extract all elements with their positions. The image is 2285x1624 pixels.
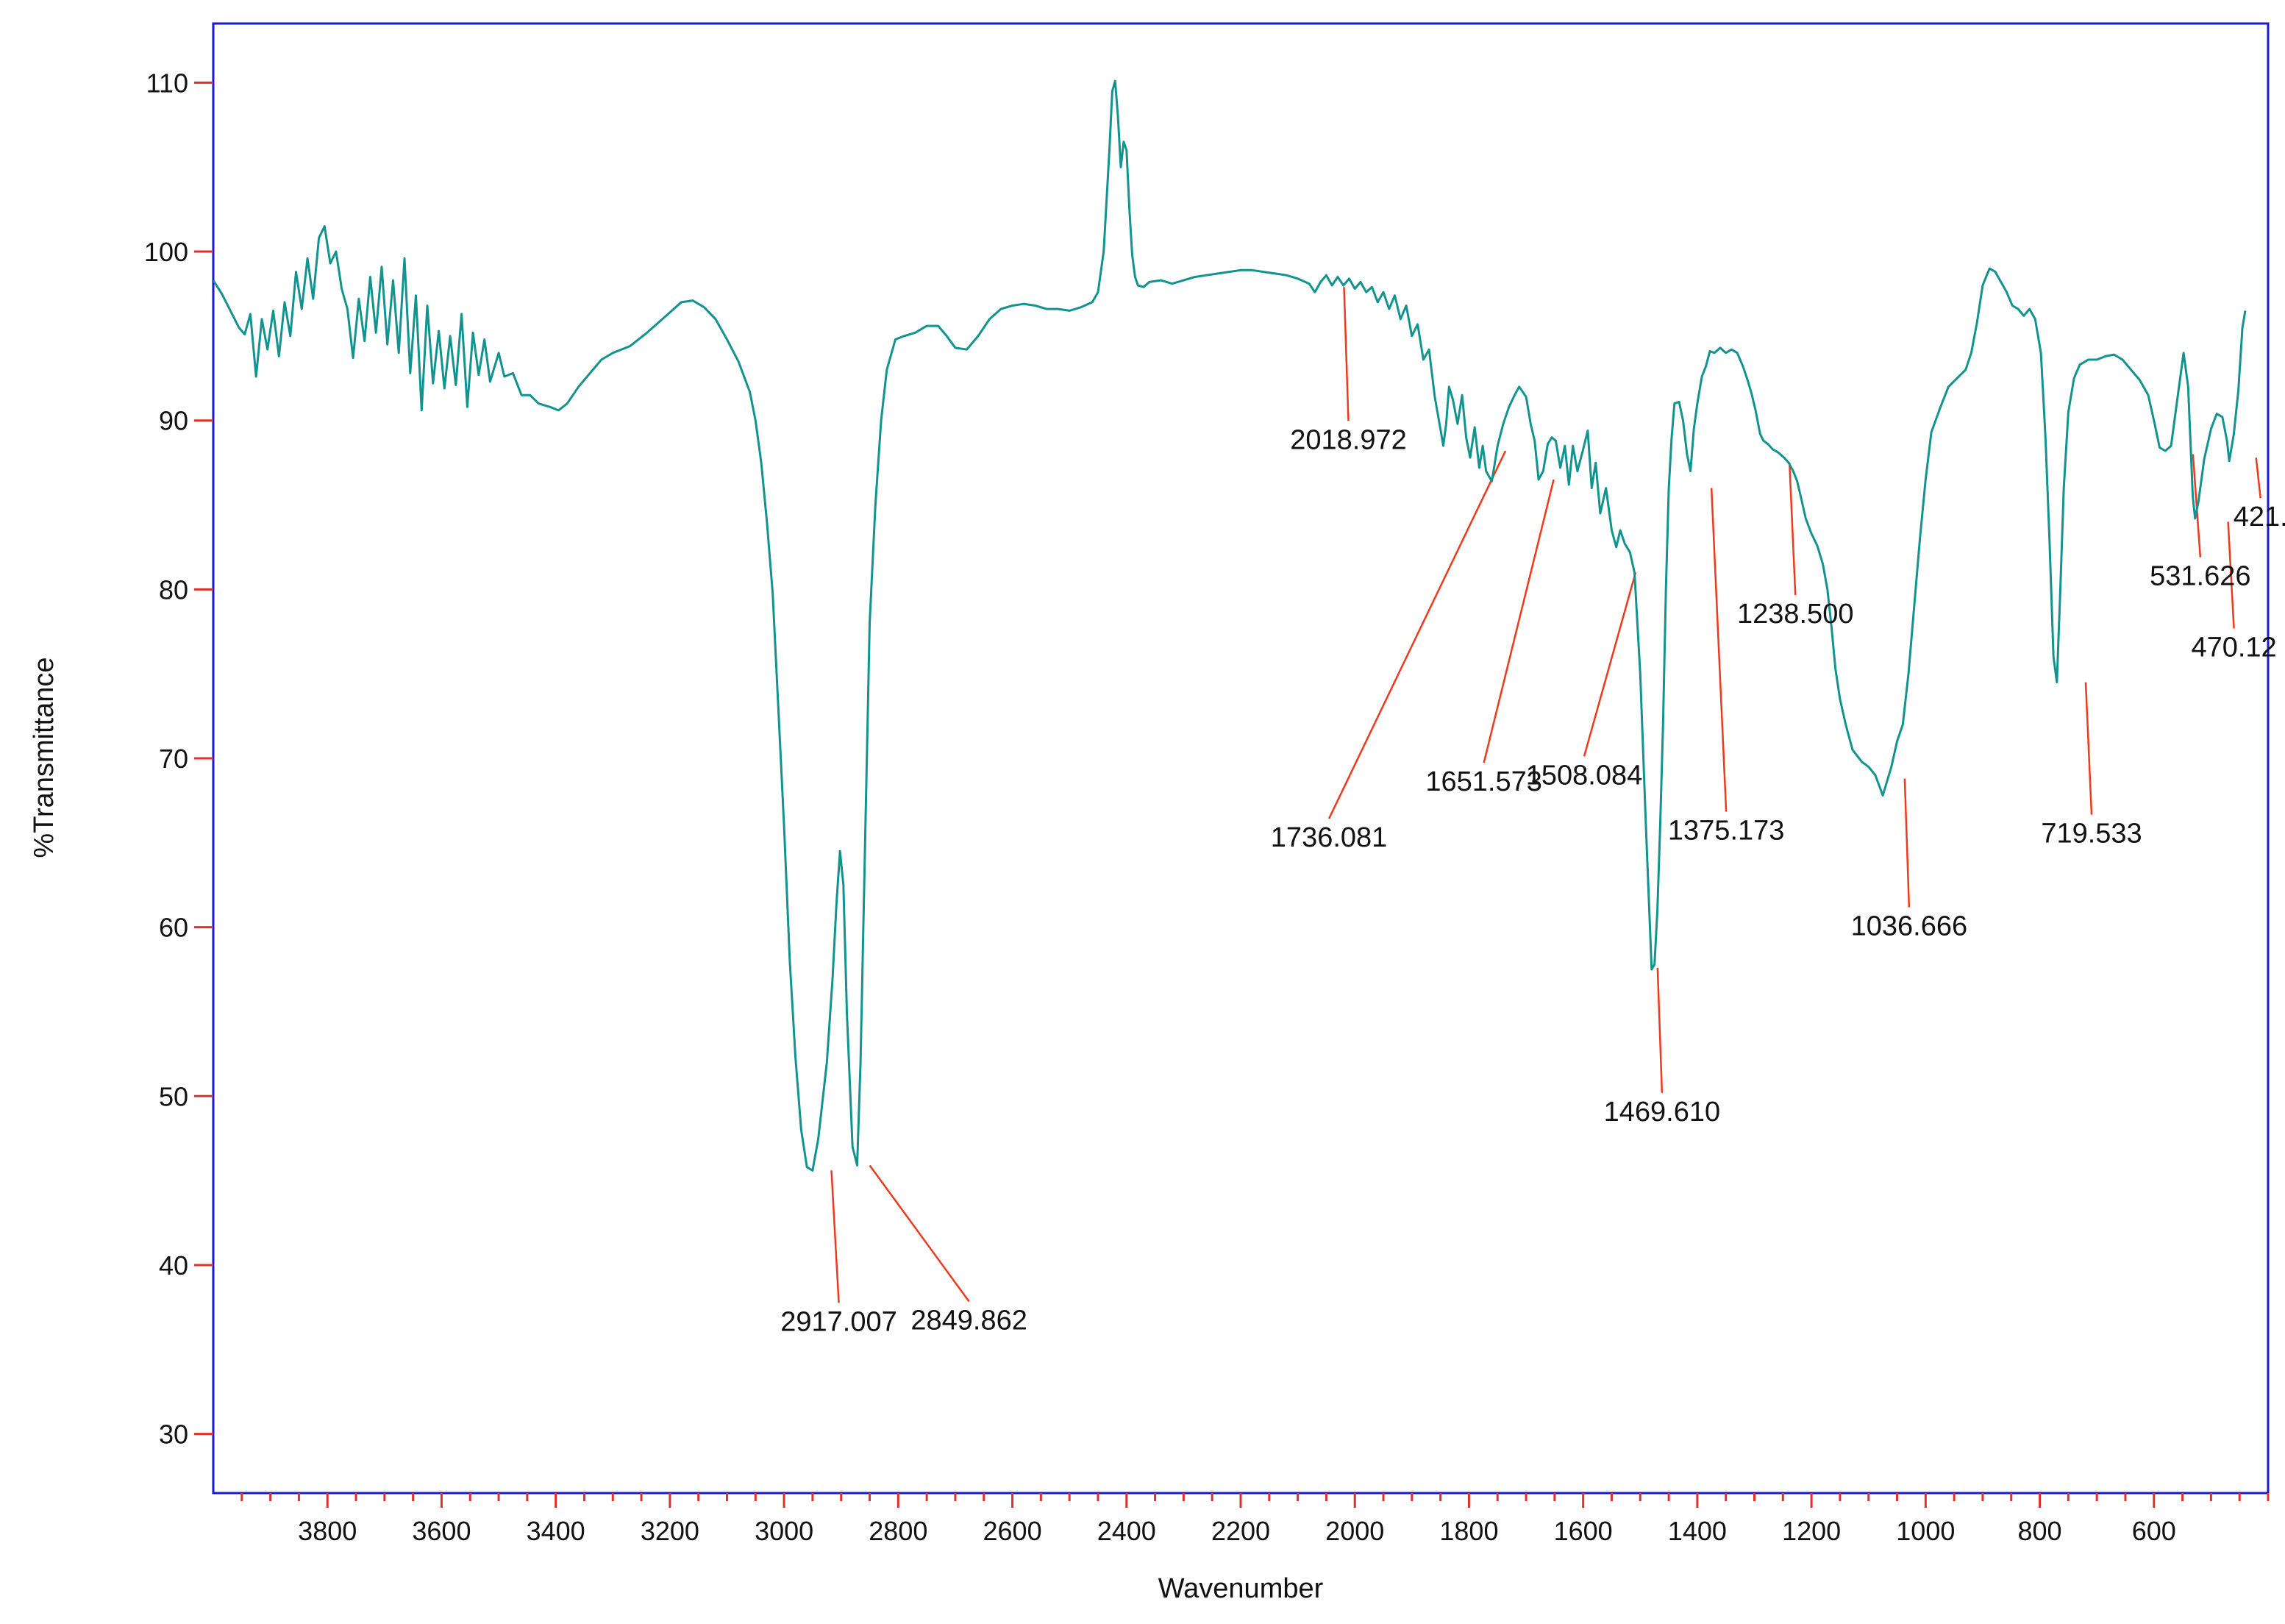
y-tick-label: 40: [159, 1250, 188, 1281]
y-axis-title: %Transmittance: [29, 657, 60, 858]
x-tick-label: 1600: [1554, 1516, 1613, 1546]
peak-label: 1238.500: [1737, 599, 1854, 630]
peak-leader-line: [1788, 463, 1797, 596]
peak-label: 1375.173: [1668, 816, 1785, 847]
peak-label: 1036.666: [1851, 911, 1968, 942]
peak-leader-lines: [830, 287, 2261, 1303]
peak-label: 719.533: [2041, 819, 2142, 850]
peak-label: 531.626: [2150, 561, 2250, 592]
peak-leader-line: [1903, 778, 1911, 908]
peak-labels: 2917.007 2849.862 2018.972 1736.081 1651.573…: [780, 424, 2285, 1337]
y-tick-label: 100: [144, 237, 188, 267]
peak-label: 1508.084: [1526, 760, 1643, 791]
plot-frame: [212, 22, 2270, 1495]
peak-leader-line: [1483, 479, 1555, 763]
x-tick-label: 1000: [1896, 1516, 1955, 1546]
y-tick-label: 30: [159, 1420, 188, 1450]
peak-label: 1651.573: [1425, 766, 1542, 797]
x-tick-label: 3000: [755, 1516, 813, 1546]
x-tick-label: 1400: [1668, 1516, 1727, 1546]
x-tick-label: 2800: [869, 1516, 927, 1546]
x-tick-label: 3600: [412, 1516, 471, 1546]
peak-leader-line: [1343, 287, 1350, 421]
peak-leader-line: [869, 1164, 970, 1303]
y-axis: 30 40 50 60 70 80 90 100 110: [144, 68, 213, 1450]
x-tick-label: 600: [2132, 1516, 2176, 1546]
peak-leader-line: [1710, 488, 1728, 812]
peak-leader-line: [2084, 682, 2093, 815]
spectrum-line: [213, 79, 2247, 1172]
x-tick-label: 2400: [1097, 1516, 1156, 1546]
x-axis-title: Wavenumber: [1158, 1573, 1324, 1604]
peak-label: 2849.862: [910, 1305, 1027, 1336]
peak-label: 2917.007: [780, 1306, 897, 1337]
peak-leader-line: [2255, 457, 2261, 499]
series-layer: [213, 79, 2247, 1172]
peak-leader-line: [1583, 572, 1637, 757]
y-tick-label: 50: [159, 1081, 188, 1111]
peak-label: 2018.972: [1290, 424, 1407, 455]
peak-label: 1469.610: [1604, 1097, 1721, 1128]
peak-leader-line: [830, 1170, 840, 1303]
y-tick-label: 70: [159, 744, 188, 774]
x-tick-label: 3400: [527, 1516, 585, 1546]
x-tick-label: 3200: [641, 1516, 699, 1546]
y-tick-label: 60: [159, 913, 188, 943]
peak-label: 421.: [2234, 502, 2285, 533]
x-axis: 3800 3600 3400 3200 3000 2800 2600 2400 2200 2000…: [240, 1493, 2270, 1546]
y-tick-label: 80: [159, 574, 188, 605]
x-tick-label: 3800: [298, 1516, 357, 1546]
x-tick-label: 1200: [1782, 1516, 1841, 1546]
peak-leader-line: [1327, 450, 1507, 819]
peak-leader-line: [2227, 521, 2235, 629]
peak-leader-line: [1656, 967, 1664, 1093]
x-tick-label: 2200: [1211, 1516, 1270, 1546]
x-tick-label: 2600: [983, 1516, 1042, 1546]
y-tick-label: 110: [146, 68, 188, 98]
y-tick-label: 90: [159, 406, 188, 436]
x-tick-label: 1800: [1439, 1516, 1498, 1546]
peak-label: 470.12: [2191, 632, 2276, 663]
x-tick-label: 2000: [1325, 1516, 1384, 1546]
x-tick-label: 800: [2018, 1516, 2062, 1546]
peak-label: 1736.081: [1271, 822, 1388, 853]
